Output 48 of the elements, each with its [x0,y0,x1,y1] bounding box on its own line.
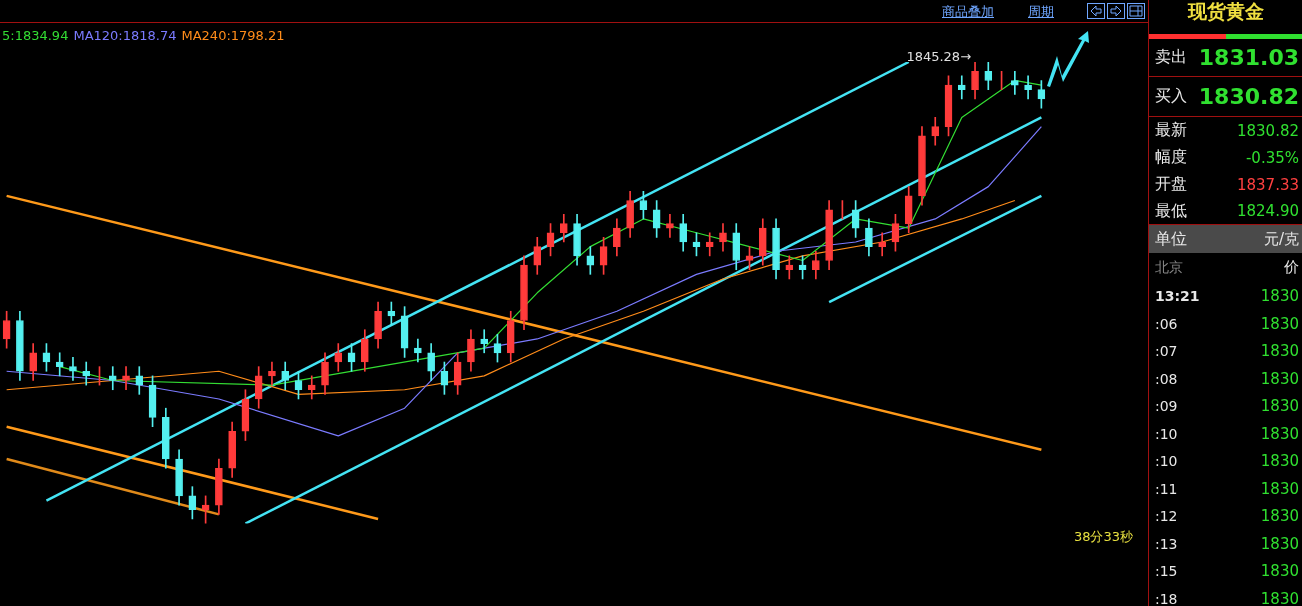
text: 最新 [1155,120,1187,141]
text: 1831.03 [1198,45,1299,70]
text: MA240:1798.21 [181,28,285,43]
text: 1830 [1260,507,1299,526]
text: 最低 [1155,200,1187,222]
text: -0.35% [1245,148,1299,167]
text: :12 [1155,508,1178,525]
text: MA120:1818.74 [73,28,177,43]
text: 卖出 [1155,47,1187,68]
text: 1837.33 [1236,175,1299,194]
text: 幅度 [1155,147,1187,168]
annotation: 1845.28→ [906,49,972,65]
text: :11 [1155,480,1178,497]
text: 开盘 [1155,174,1187,195]
text: :09 [1155,398,1178,415]
text: 买入 [1155,86,1187,107]
text: 1830 [1260,369,1299,388]
text: 1830 [1260,287,1299,305]
text: :13 [1155,535,1178,552]
text: 1830 [1260,479,1299,498]
text: 1824.90 [1236,202,1299,220]
text: 5:1834.94 [2,28,69,43]
text: 现货黄金 [1186,0,1265,22]
text: 北京 [1155,258,1183,277]
text: 1830 [1260,589,1299,606]
text: 13:21 [1155,288,1200,304]
text: 周期 [1028,3,1054,21]
text: :15 [1155,563,1178,580]
text: 1830 [1260,397,1299,416]
text: 1830 [1260,452,1299,471]
text: 1830.82 [1198,84,1299,109]
text: 商品叠加 [942,3,994,21]
text: :07 [1155,343,1178,360]
text: 1830 [1260,534,1299,553]
text: 1830 [1260,314,1299,333]
text: :08 [1155,370,1178,387]
text: 单位 [1155,228,1187,250]
text: 1830 [1260,342,1299,361]
text: 元/克 [1263,229,1299,249]
text: :10 [1155,453,1178,470]
text: :10 [1155,425,1178,442]
text: 1830 [1260,424,1299,443]
text: 38分33秒 [1073,528,1133,544]
text: :18 [1155,590,1178,606]
text: :06 [1155,315,1178,332]
text: 1830.82 [1236,121,1299,140]
text: 价 [1284,258,1299,277]
text: 1830 [1260,562,1299,581]
